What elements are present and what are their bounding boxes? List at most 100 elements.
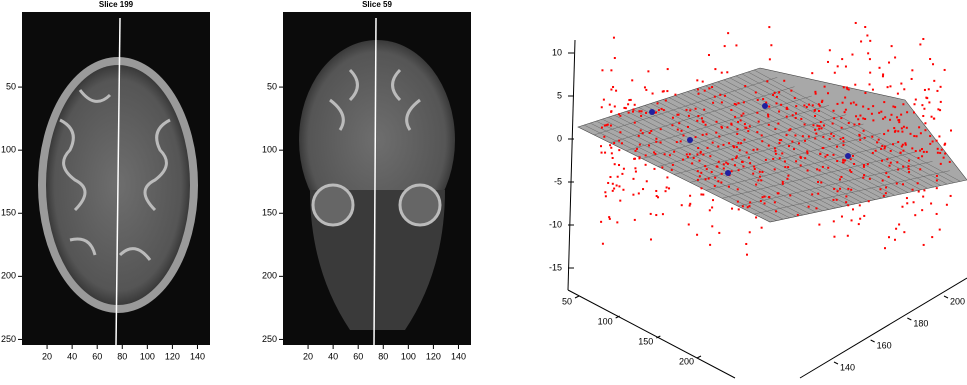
point <box>904 143 907 146</box>
y-tick-label: 140 <box>840 362 855 372</box>
point <box>657 109 660 112</box>
point <box>819 152 822 155</box>
eye <box>311 183 355 227</box>
point <box>613 142 616 145</box>
point <box>682 134 685 137</box>
eye <box>398 183 442 227</box>
point <box>720 172 723 175</box>
point <box>906 202 909 205</box>
point <box>600 126 603 129</box>
point <box>929 142 932 145</box>
point <box>723 94 726 97</box>
point <box>883 247 886 250</box>
point <box>831 122 834 125</box>
point <box>746 206 749 209</box>
point <box>668 154 671 157</box>
point <box>917 190 920 193</box>
point <box>710 170 713 173</box>
gyri <box>59 89 171 261</box>
point <box>893 130 896 133</box>
point <box>659 128 662 131</box>
point <box>944 152 947 155</box>
point <box>818 109 821 112</box>
point <box>886 86 889 89</box>
point <box>709 243 712 246</box>
point <box>900 113 903 116</box>
point <box>863 136 866 139</box>
point <box>707 177 710 180</box>
point <box>773 147 776 150</box>
point <box>914 150 917 153</box>
point <box>634 167 637 170</box>
point <box>887 129 890 132</box>
y-tick <box>943 295 949 299</box>
point <box>618 164 621 167</box>
point <box>943 68 946 71</box>
point <box>649 212 652 215</box>
z-tick-label: -5 <box>554 176 562 186</box>
point <box>844 65 847 68</box>
y-tick-label: 200 <box>1 271 16 281</box>
point <box>935 179 938 182</box>
point <box>610 110 613 113</box>
point <box>768 196 771 199</box>
point <box>704 165 707 168</box>
point <box>923 189 926 192</box>
point <box>814 128 817 131</box>
mesh-line <box>657 114 847 167</box>
point <box>773 201 776 204</box>
point <box>884 192 887 195</box>
point <box>666 90 669 93</box>
point <box>913 135 916 138</box>
point <box>660 107 663 110</box>
point <box>780 103 783 106</box>
point <box>749 201 752 204</box>
point <box>744 85 747 88</box>
point <box>730 170 733 173</box>
point <box>688 204 691 207</box>
point <box>879 188 882 191</box>
point <box>722 163 725 166</box>
point <box>864 26 867 29</box>
point <box>811 72 814 75</box>
x-tick <box>696 355 702 359</box>
point <box>911 69 914 72</box>
point <box>826 154 829 157</box>
point <box>765 101 768 104</box>
point <box>859 138 862 141</box>
point <box>896 116 899 119</box>
y-tick-label: 150 <box>262 208 277 218</box>
point <box>872 105 875 108</box>
point <box>884 145 887 148</box>
point <box>688 153 691 156</box>
point <box>623 106 626 109</box>
y-tick <box>833 361 839 365</box>
point <box>940 148 943 151</box>
point <box>671 116 674 119</box>
y-tick-label: 50 <box>267 81 277 91</box>
point <box>753 165 756 168</box>
point <box>926 97 929 100</box>
point <box>922 243 925 246</box>
y-tick-label: 100 <box>1 145 16 155</box>
point <box>790 89 793 92</box>
point <box>794 112 797 115</box>
point <box>601 69 604 72</box>
point <box>725 170 731 176</box>
point <box>901 205 904 208</box>
point <box>894 56 897 59</box>
point <box>657 196 660 199</box>
point <box>882 194 885 197</box>
z-tick-label: -15 <box>549 262 562 272</box>
point <box>864 91 867 94</box>
point <box>816 124 819 127</box>
point <box>867 107 870 110</box>
point <box>898 119 901 122</box>
point <box>813 114 816 117</box>
point <box>801 135 804 138</box>
point <box>840 175 843 178</box>
point <box>817 192 820 195</box>
point <box>882 117 885 120</box>
point <box>731 158 734 161</box>
point <box>885 172 888 175</box>
